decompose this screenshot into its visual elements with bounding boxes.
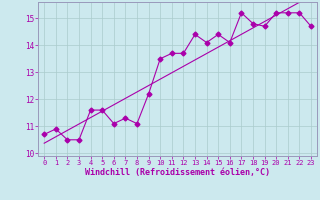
X-axis label: Windchill (Refroidissement éolien,°C): Windchill (Refroidissement éolien,°C) (85, 168, 270, 177)
